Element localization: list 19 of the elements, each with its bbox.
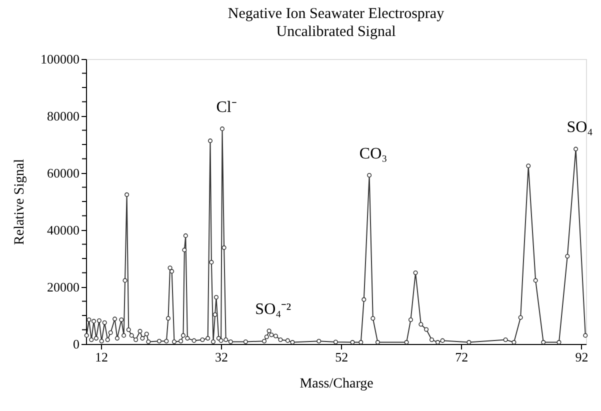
x-tick-label: 72 bbox=[455, 350, 468, 364]
chart-subtitle: Uncalibrated Signal bbox=[276, 24, 396, 40]
chart-title: Negative Ion Seawater Electrospray bbox=[228, 6, 445, 22]
x-tick-label: 52 bbox=[335, 350, 348, 364]
annotation: Cl⁻ bbox=[216, 98, 236, 116]
y-tick-label: 60000 bbox=[47, 166, 80, 180]
x-tick-label: 92 bbox=[575, 350, 588, 364]
annotation: CO₃ bbox=[359, 145, 388, 162]
x-tick-label: 12 bbox=[95, 350, 108, 364]
x-axis-title: Mass/Charge bbox=[300, 376, 374, 392]
x-tick-label: 32 bbox=[215, 350, 228, 364]
y-tick-label: 20000 bbox=[47, 280, 80, 294]
y-tick-label: 100000 bbox=[40, 52, 80, 66]
y-tick-label: 0 bbox=[73, 336, 80, 352]
annotation: SO₄⁻² bbox=[255, 300, 292, 318]
y-axis-title: Relative Signal bbox=[12, 158, 28, 245]
y-tick-label: 80000 bbox=[47, 108, 80, 124]
y-tick-label: 40000 bbox=[47, 222, 80, 238]
annotation: SO₄ bbox=[566, 119, 594, 136]
